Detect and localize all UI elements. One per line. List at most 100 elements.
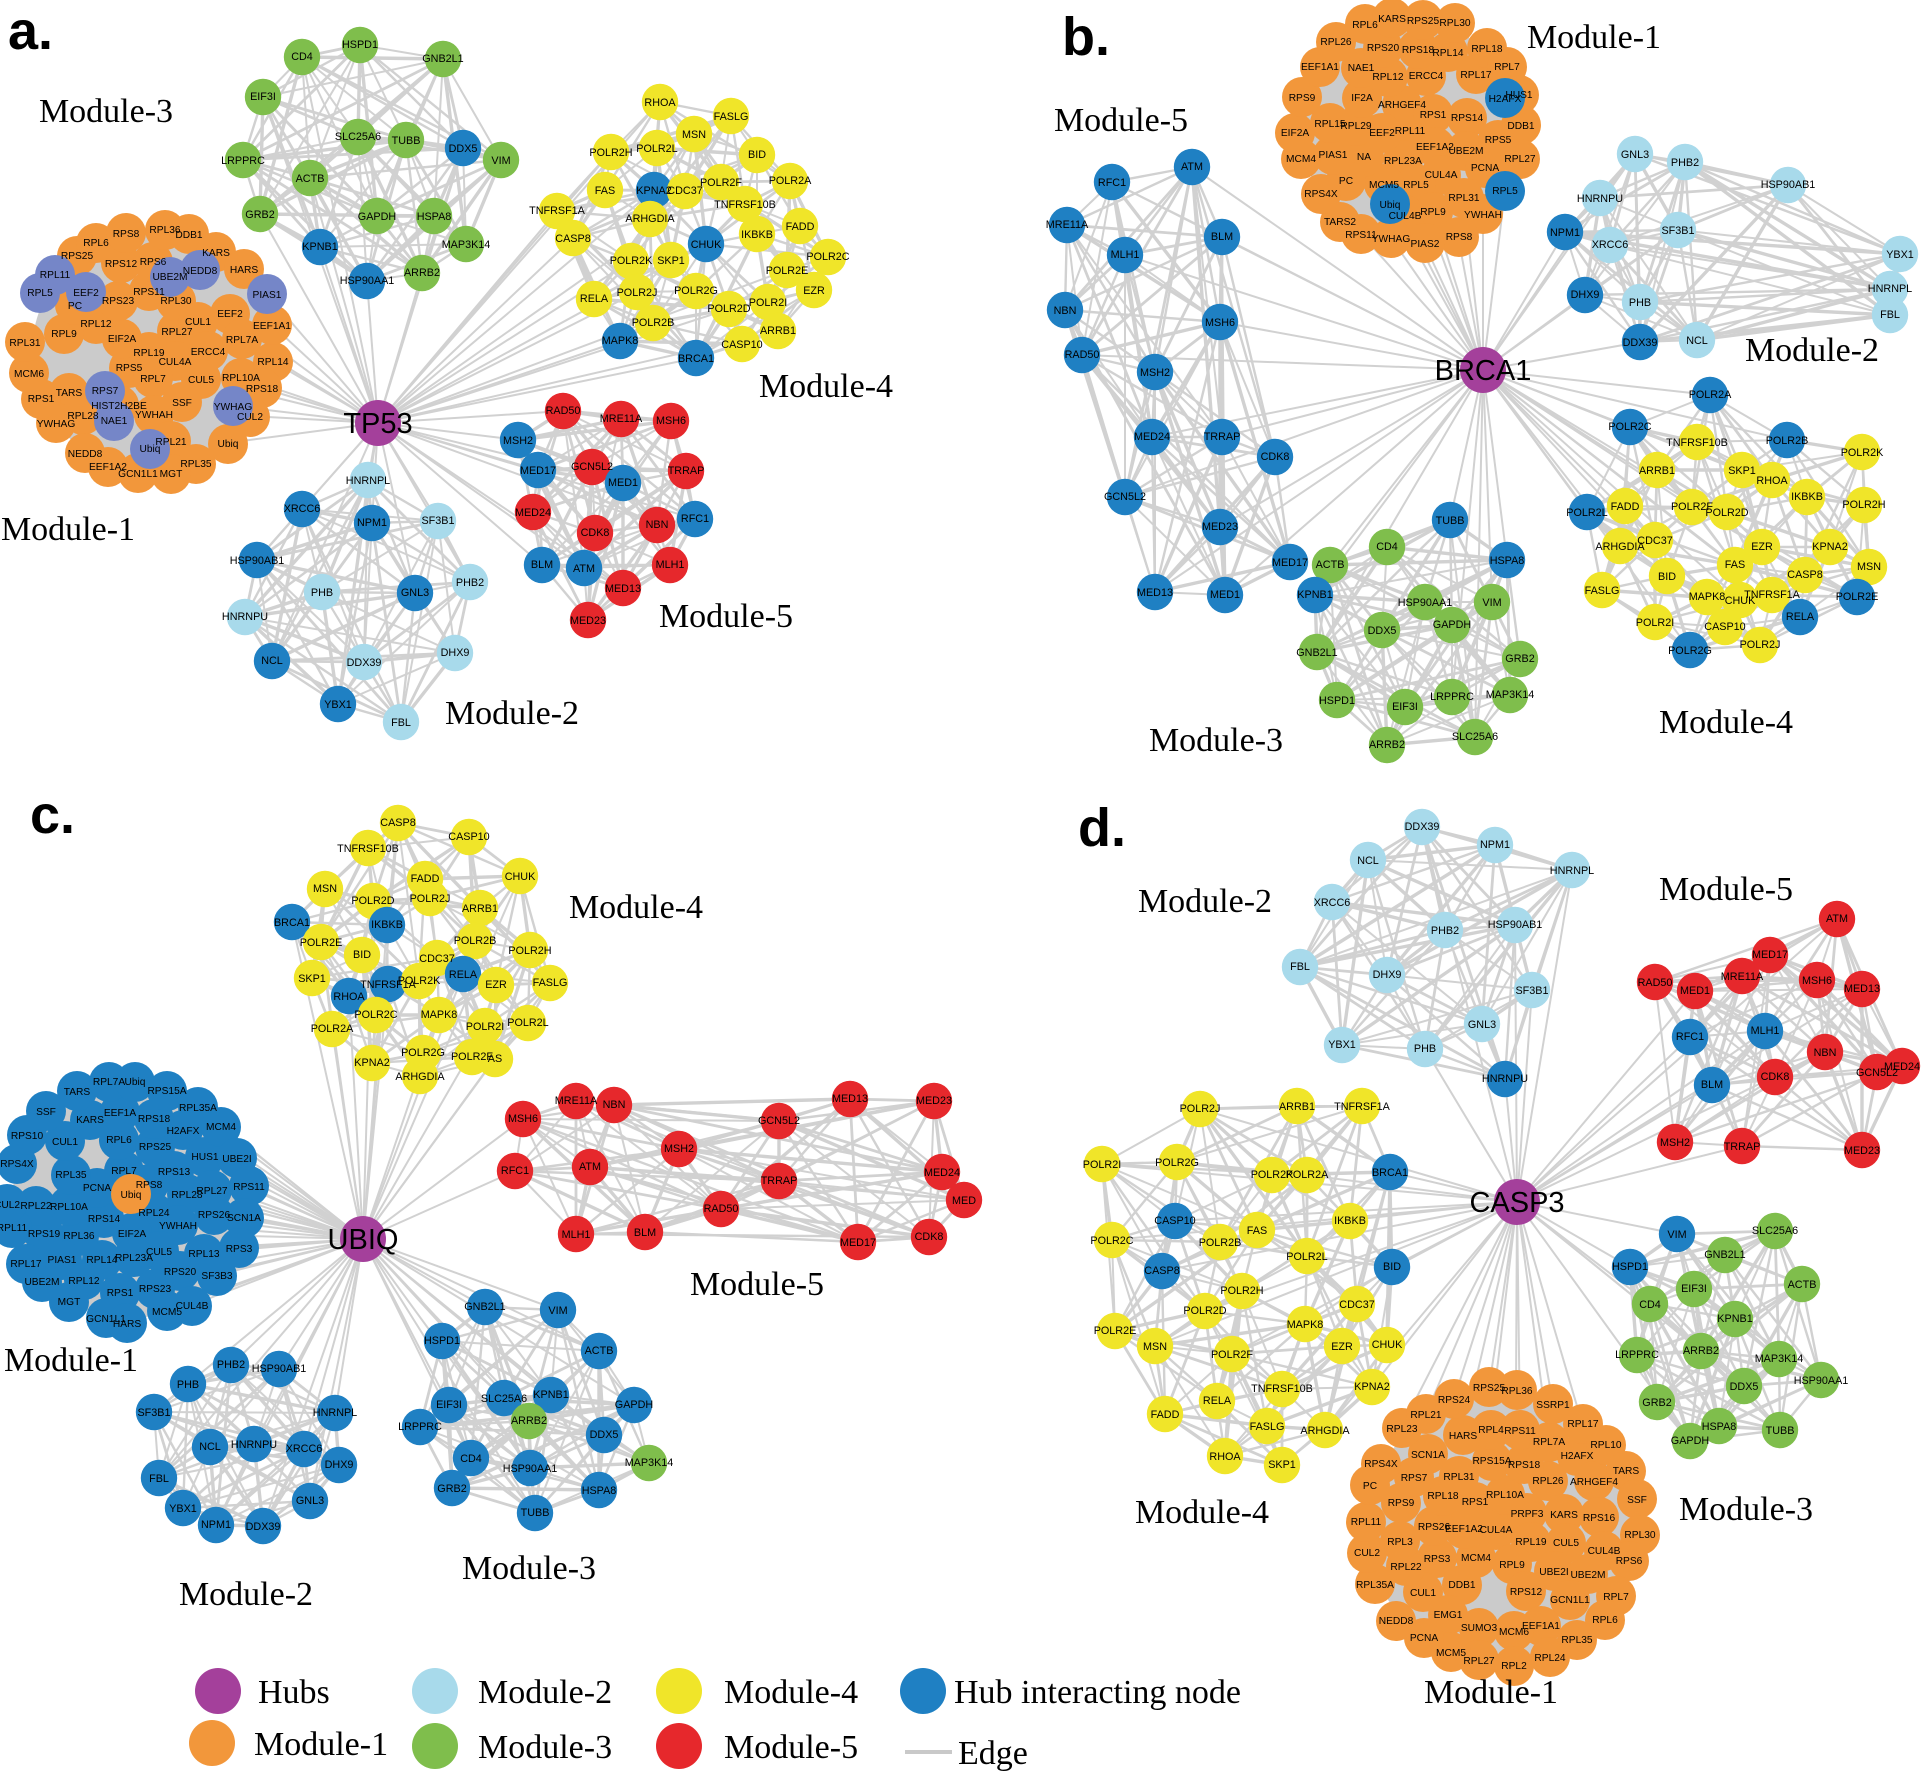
svg-text:Module-1: Module-1 xyxy=(4,1342,138,1379)
svg-text:POLR2E: POLR2E xyxy=(1094,1325,1137,1337)
svg-text:KARS: KARS xyxy=(202,248,230,259)
svg-text:RPL30: RPL30 xyxy=(160,296,191,307)
svg-text:EEF2: EEF2 xyxy=(73,288,99,299)
svg-text:UBIQ: UBIQ xyxy=(328,1224,399,1256)
svg-text:CUL1: CUL1 xyxy=(1410,1588,1436,1599)
svg-text:FAS: FAS xyxy=(1247,1225,1267,1237)
svg-text:FADD: FADD xyxy=(786,221,815,233)
svg-text:MLH1: MLH1 xyxy=(1111,249,1140,261)
svg-text:HSPD1: HSPD1 xyxy=(342,39,378,51)
svg-text:PHB: PHB xyxy=(1414,1043,1436,1055)
svg-text:HSPA8: HSPA8 xyxy=(417,211,452,223)
svg-text:RPS11: RPS11 xyxy=(133,287,165,298)
svg-text:NEDD8: NEDD8 xyxy=(1379,1616,1414,1627)
svg-text:RPL6: RPL6 xyxy=(1352,20,1378,31)
svg-text:EIF2A: EIF2A xyxy=(1281,128,1310,139)
svg-text:RAD50: RAD50 xyxy=(704,1203,739,1215)
svg-text:VIM: VIM xyxy=(1482,597,1501,609)
svg-text:Ubiq: Ubiq xyxy=(1380,200,1401,211)
svg-text:RPL7: RPL7 xyxy=(111,1166,137,1177)
svg-text:GRB2: GRB2 xyxy=(245,209,274,221)
svg-text:RPS18: RPS18 xyxy=(1402,45,1435,56)
svg-text:MAPK8: MAPK8 xyxy=(1287,1319,1324,1331)
svg-text:EEF1A1: EEF1A1 xyxy=(253,321,291,332)
svg-text:TNFRSF1A: TNFRSF1A xyxy=(1744,589,1801,601)
svg-text:RPS25: RPS25 xyxy=(139,1142,172,1153)
svg-text:RPS9: RPS9 xyxy=(1388,1498,1415,1509)
svg-text:SF3B1: SF3B1 xyxy=(1515,985,1548,997)
svg-text:CUL2: CUL2 xyxy=(1354,1548,1380,1559)
svg-text:RPS6: RPS6 xyxy=(1616,1556,1643,1567)
svg-text:BID: BID xyxy=(1658,571,1676,583)
svg-text:CASP10: CASP10 xyxy=(721,339,762,351)
svg-text:RPL7: RPL7 xyxy=(140,374,166,385)
svg-text:EIF2A: EIF2A xyxy=(118,1229,147,1240)
svg-text:HSP90AB1: HSP90AB1 xyxy=(252,1363,307,1375)
svg-text:RHOA: RHOA xyxy=(1209,1451,1241,1463)
svg-text:NEDD8: NEDD8 xyxy=(68,449,103,460)
svg-text:NAE1: NAE1 xyxy=(101,416,128,427)
svg-text:CASP10: CASP10 xyxy=(448,831,489,843)
svg-text:RPL5: RPL5 xyxy=(1492,186,1518,197)
svg-text:Ubiq: Ubiq xyxy=(121,1190,142,1201)
svg-text:Module-4: Module-4 xyxy=(724,1674,858,1711)
svg-text:RPS14: RPS14 xyxy=(1451,113,1484,124)
svg-text:TUBB: TUBB xyxy=(392,135,421,147)
svg-text:RPS13: RPS13 xyxy=(158,1167,191,1178)
svg-text:IF2A: IF2A xyxy=(1351,93,1373,104)
svg-text:RPL14: RPL14 xyxy=(1432,48,1463,59)
svg-text:PCNA: PCNA xyxy=(1471,163,1500,174)
svg-text:RPL18: RPL18 xyxy=(1471,44,1502,55)
svg-text:RPL14: RPL14 xyxy=(257,357,288,368)
svg-text:GNB2L1: GNB2L1 xyxy=(464,1301,505,1313)
svg-text:NBN: NBN xyxy=(646,519,669,531)
svg-text:DHX9: DHX9 xyxy=(1373,969,1402,981)
svg-text:RPS26: RPS26 xyxy=(198,1210,231,1221)
svg-text:POLR2E: POLR2E xyxy=(766,265,809,277)
svg-text:CUL2: CUL2 xyxy=(237,412,263,423)
svg-text:POLR2C: POLR2C xyxy=(354,1009,397,1021)
svg-text:RPS15A: RPS15A xyxy=(147,1086,186,1097)
svg-text:H2AFX: H2AFX xyxy=(1489,94,1522,105)
svg-text:Module-3: Module-3 xyxy=(1149,722,1283,759)
svg-text:RPL35A: RPL35A xyxy=(1356,1580,1394,1591)
svg-text:FADD: FADD xyxy=(1611,501,1640,513)
svg-text:Module-1: Module-1 xyxy=(1,511,135,548)
svg-text:MAPK8: MAPK8 xyxy=(421,1009,458,1021)
svg-text:Ubiq: Ubiq xyxy=(140,444,161,455)
svg-text:DDB1: DDB1 xyxy=(175,230,203,241)
svg-text:RPS5: RPS5 xyxy=(116,363,143,374)
svg-text:MED17: MED17 xyxy=(520,465,556,477)
svg-text:RPS8: RPS8 xyxy=(113,229,140,240)
svg-text:YBX1: YBX1 xyxy=(169,1503,197,1515)
svg-text:MED13: MED13 xyxy=(832,1093,868,1105)
svg-text:DDX5: DDX5 xyxy=(1368,625,1397,637)
svg-text:HSPD1: HSPD1 xyxy=(1319,695,1355,707)
svg-text:Module-3: Module-3 xyxy=(39,93,173,130)
svg-text:EEF1A2: EEF1A2 xyxy=(1445,1524,1483,1535)
svg-text:SLC25A6: SLC25A6 xyxy=(1452,731,1498,743)
svg-text:ARHGDIA: ARHGDIA xyxy=(395,1071,445,1083)
svg-text:TARS: TARS xyxy=(64,1087,91,1098)
svg-text:RPL10A: RPL10A xyxy=(222,373,260,384)
svg-text:KPNA2: KPNA2 xyxy=(1812,541,1847,553)
svg-text:EEF2: EEF2 xyxy=(1369,128,1395,139)
svg-text:RFC1: RFC1 xyxy=(1098,177,1126,189)
svg-text:MED1: MED1 xyxy=(1210,589,1240,601)
svg-text:TRRAP: TRRAP xyxy=(1724,1141,1761,1153)
svg-text:HSPA8: HSPA8 xyxy=(1490,555,1525,567)
svg-text:RPL11: RPL11 xyxy=(1395,126,1426,137)
svg-text:POLR2K: POLR2K xyxy=(1841,447,1884,459)
svg-text:BID: BID xyxy=(748,149,766,161)
svg-text:CHUK: CHUK xyxy=(505,871,536,883)
svg-text:Module-4: Module-4 xyxy=(1659,704,1793,741)
svg-text:POLR2I: POLR2I xyxy=(1083,1159,1121,1171)
svg-text:CDC37: CDC37 xyxy=(1339,1299,1374,1311)
svg-text:MSN: MSN xyxy=(1857,561,1881,573)
svg-text:EIF3I: EIF3I xyxy=(436,1399,462,1411)
svg-text:RPS18: RPS18 xyxy=(138,1114,171,1125)
svg-text:MSN: MSN xyxy=(313,883,337,895)
svg-text:Module-4: Module-4 xyxy=(759,368,893,405)
svg-text:Edge: Edge xyxy=(958,1735,1028,1772)
svg-text:HUS1: HUS1 xyxy=(191,1152,219,1163)
